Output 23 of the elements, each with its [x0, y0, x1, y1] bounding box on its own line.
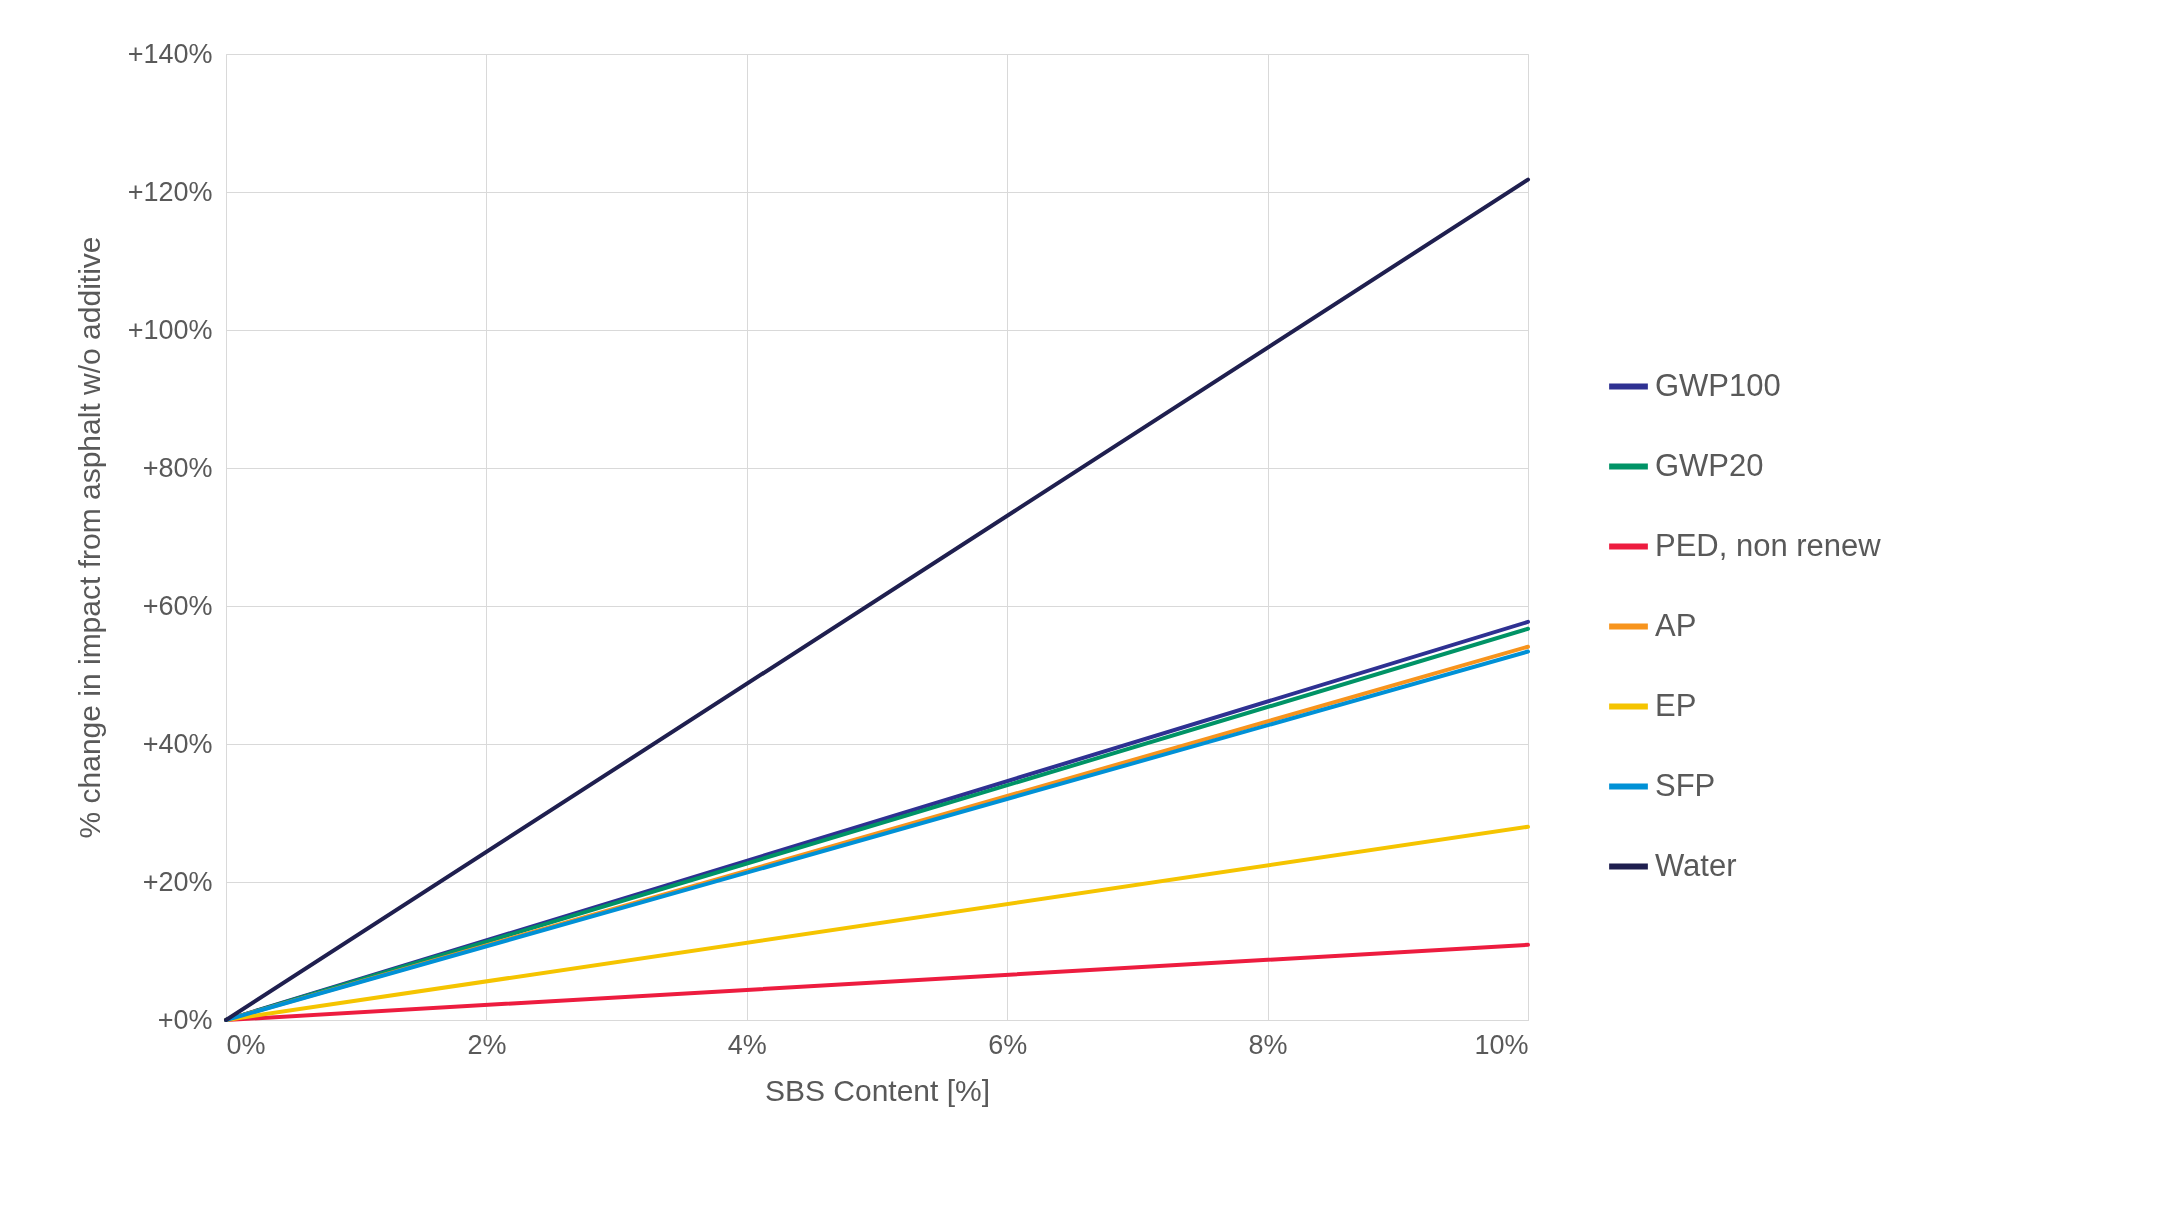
- x-tick-label: 8%: [1248, 1029, 1288, 1060]
- x-tick-label: 6%: [988, 1029, 1028, 1060]
- y-tick-label: +60%: [142, 590, 213, 621]
- y-tick-label: +140%: [127, 38, 213, 69]
- y-tick-label: +100%: [127, 314, 213, 345]
- legend-label: EP: [1655, 687, 1697, 723]
- x-tick-label: 10%: [1474, 1029, 1529, 1060]
- legend-label: Water: [1655, 847, 1737, 883]
- y-tick-label: +0%: [157, 1004, 213, 1035]
- x-axis-title: SBS Content [%]: [764, 1073, 991, 1107]
- x-tick-label: 0%: [226, 1029, 266, 1060]
- legend-label: GWP20: [1655, 447, 1764, 483]
- y-tick-label: +20%: [142, 866, 213, 897]
- legend-label: GWP100: [1655, 367, 1781, 403]
- legend-label: AP: [1655, 607, 1697, 643]
- x-tick-label: 2%: [467, 1029, 507, 1060]
- y-tick-label: +80%: [142, 452, 213, 483]
- legend-label: PED, non renew: [1655, 527, 1882, 563]
- y-axis-title: % change in impact from asphalt w/o additive: [72, 236, 106, 839]
- y-tick-label: +40%: [142, 728, 213, 759]
- y-tick-label: +120%: [127, 176, 213, 207]
- x-tick-label: 4%: [727, 1029, 767, 1060]
- legend-label: SFP: [1655, 767, 1716, 803]
